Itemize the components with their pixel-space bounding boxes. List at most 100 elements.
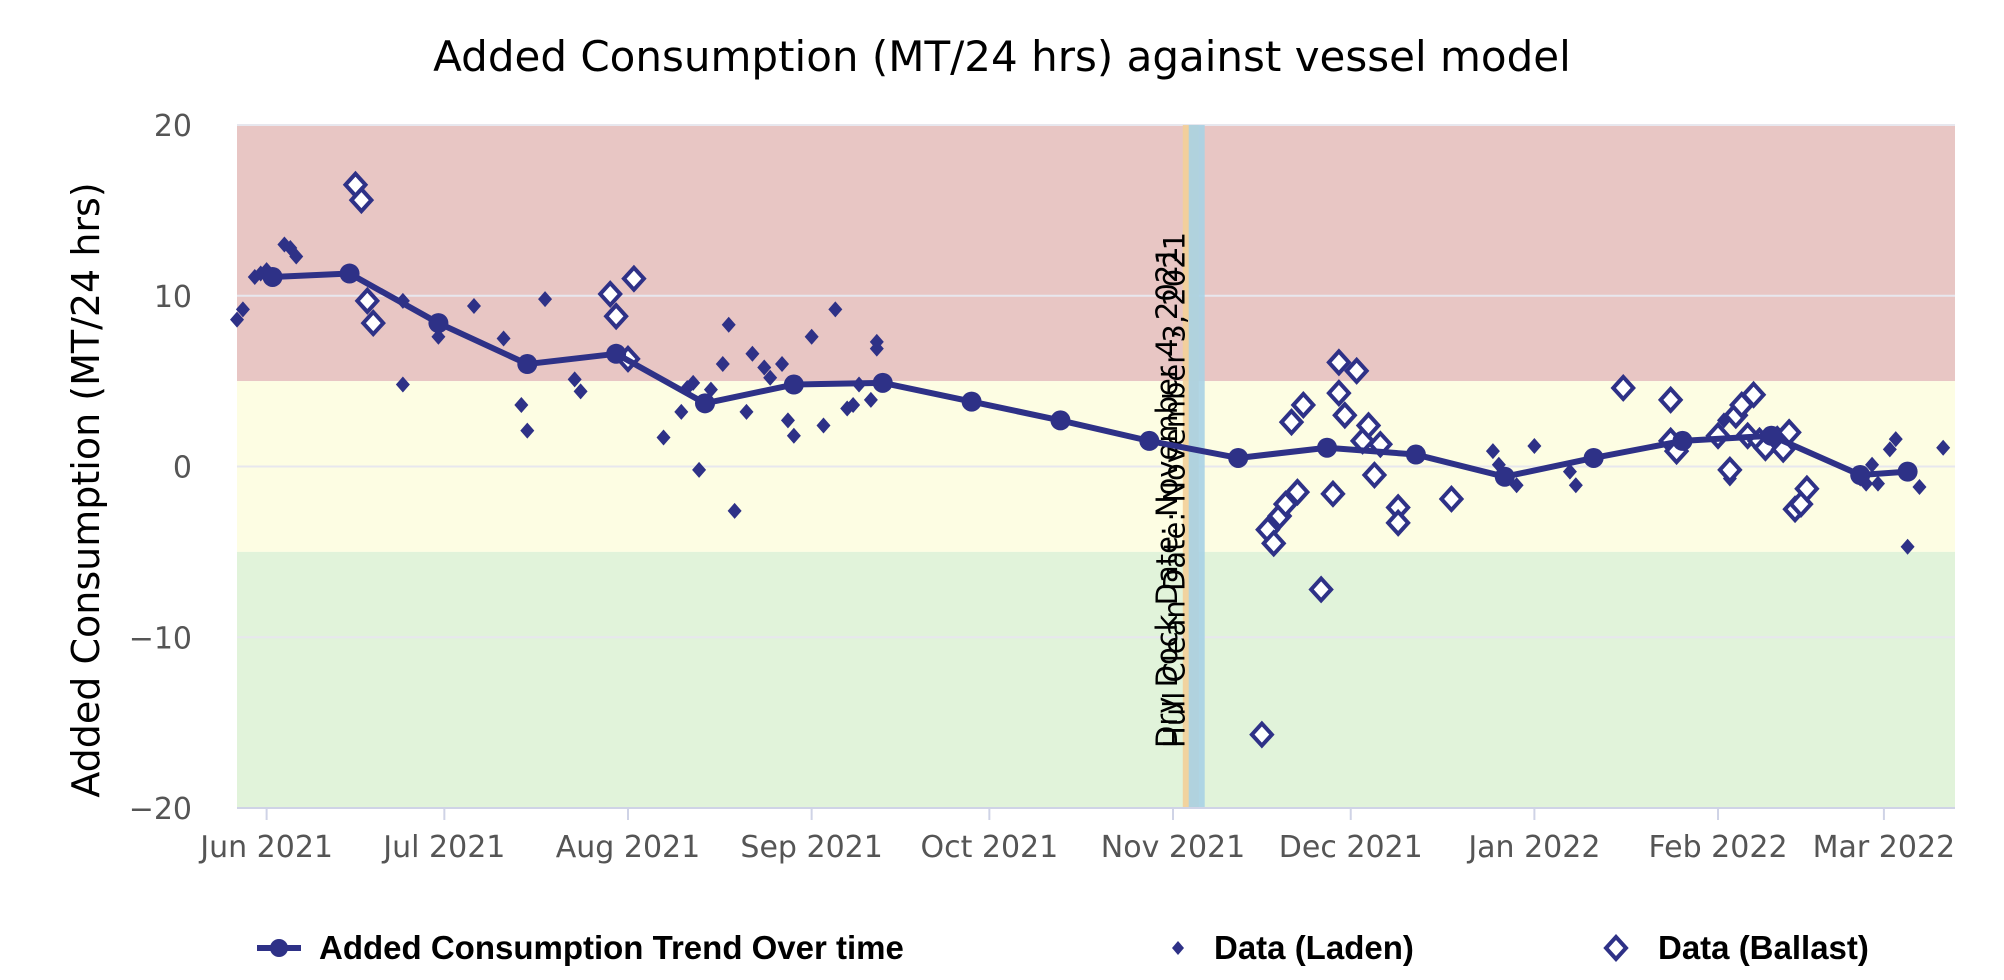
ballast-point bbox=[603, 302, 629, 331]
ballast-point bbox=[1261, 529, 1287, 558]
legend-label-laden: Data (Laden) bbox=[1214, 929, 1414, 966]
ballast-point bbox=[1326, 348, 1352, 377]
trend-point bbox=[1897, 461, 1918, 482]
laden-point bbox=[775, 356, 790, 373]
laden-point bbox=[739, 403, 754, 420]
laden-point bbox=[656, 429, 671, 446]
laden-point bbox=[692, 461, 707, 478]
x-tick-label: Dec 2021 bbox=[1279, 830, 1423, 865]
ballast-point bbox=[1332, 401, 1358, 430]
laden-point bbox=[1882, 441, 1897, 458]
ballast-point bbox=[354, 286, 381, 315]
x-tick-label: Oct 2021 bbox=[920, 830, 1058, 865]
trend-point bbox=[606, 343, 627, 364]
filled-diamond-icon bbox=[1172, 941, 1184, 955]
laden-point bbox=[828, 301, 843, 318]
y-tick-label: −10 bbox=[129, 621, 192, 656]
trend-point bbox=[1583, 447, 1604, 468]
trend-point bbox=[1139, 430, 1160, 451]
trend-point bbox=[1405, 444, 1426, 465]
trend-point bbox=[1494, 466, 1515, 487]
laden-point bbox=[567, 371, 582, 388]
trend-point bbox=[1228, 447, 1249, 468]
ballast-point bbox=[1385, 508, 1411, 537]
x-tick-label: Jun 2021 bbox=[198, 830, 333, 865]
y-tick-label: 10 bbox=[154, 280, 192, 315]
trend-point bbox=[517, 354, 538, 375]
trend-line bbox=[262, 263, 1918, 487]
legend-item-laden[interactable]: Data (Laden) bbox=[1168, 920, 1414, 976]
band-2 bbox=[237, 551, 1955, 808]
open-diamond-icon bbox=[1603, 934, 1629, 962]
laden-point bbox=[496, 330, 511, 347]
laden-point bbox=[863, 391, 878, 408]
ballast-point bbox=[360, 309, 386, 338]
laden-point bbox=[431, 328, 446, 345]
laden-point bbox=[466, 297, 481, 314]
annotation-band-1 bbox=[1188, 125, 1205, 808]
laden-point bbox=[745, 345, 760, 362]
trend-point bbox=[695, 393, 716, 414]
ballast-point bbox=[1657, 385, 1684, 414]
ballast-point bbox=[1278, 408, 1305, 437]
laden-point bbox=[573, 383, 588, 400]
y-tick-label: 0 bbox=[173, 451, 192, 486]
laden-point bbox=[804, 328, 819, 345]
laden-point bbox=[1485, 443, 1500, 460]
ballast-point bbox=[1308, 575, 1334, 604]
legend-item-ballast[interactable]: Data (Ballast) bbox=[1602, 920, 1869, 976]
trend-point bbox=[428, 313, 449, 334]
laden-point bbox=[721, 316, 736, 333]
laden-point bbox=[1936, 439, 1951, 456]
y-tick-label: 20 bbox=[154, 109, 192, 144]
ballast-point bbox=[1249, 720, 1275, 749]
ballast-point bbox=[1438, 484, 1465, 513]
laden-point bbox=[786, 427, 801, 444]
laden-point bbox=[1888, 431, 1903, 448]
legend-label-ballast: Data (Ballast) bbox=[1658, 929, 1869, 966]
x-tick-label: Jul 2021 bbox=[381, 830, 505, 865]
y-tick-label: −20 bbox=[129, 792, 192, 827]
ballast-point bbox=[1361, 461, 1388, 490]
laden-point bbox=[1900, 538, 1915, 555]
laden-point bbox=[686, 374, 701, 391]
ballast-point bbox=[1355, 411, 1382, 440]
x-tick-label: Nov 2021 bbox=[1101, 830, 1245, 865]
laden-point bbox=[395, 376, 410, 393]
x-tick-label: Aug 2021 bbox=[556, 830, 700, 865]
ballast-point bbox=[597, 280, 623, 309]
trend-point bbox=[961, 391, 982, 412]
laden-point bbox=[780, 412, 795, 429]
laden-point bbox=[289, 248, 304, 265]
trend-point bbox=[1317, 437, 1338, 458]
ballast-point bbox=[1272, 490, 1299, 519]
x-tick-label: Jan 2022 bbox=[1466, 830, 1600, 865]
laden-point bbox=[763, 369, 778, 386]
laden-point bbox=[1562, 463, 1577, 480]
legend-item-trend[interactable]: Added Consumption Trend Over time bbox=[255, 920, 904, 976]
trend-point bbox=[872, 372, 893, 393]
laden-point bbox=[757, 359, 772, 376]
ballast-point bbox=[1320, 479, 1346, 508]
ballast-point bbox=[1740, 380, 1767, 409]
laden-point bbox=[727, 502, 742, 519]
trend-point bbox=[1761, 425, 1782, 446]
trend-point bbox=[783, 374, 804, 395]
legend: Added Consumption Trend Over time Data (… bbox=[0, 920, 2004, 976]
laden-point bbox=[846, 397, 861, 414]
trend-point bbox=[1050, 410, 1071, 431]
ballast-point bbox=[1794, 474, 1820, 503]
legend-label-trend: Added Consumption Trend Over time bbox=[319, 929, 904, 966]
band-0 bbox=[237, 125, 1955, 382]
laden-point bbox=[715, 356, 730, 373]
laden-point bbox=[1912, 478, 1927, 495]
laden-point bbox=[1527, 438, 1542, 455]
ballast-point bbox=[1343, 356, 1370, 385]
ballast-point bbox=[1326, 379, 1352, 408]
annotation-label-0: Dry Dock Date: November 4, 2021 bbox=[1150, 246, 1184, 748]
trend-point bbox=[262, 266, 283, 287]
laden-point bbox=[538, 291, 553, 308]
